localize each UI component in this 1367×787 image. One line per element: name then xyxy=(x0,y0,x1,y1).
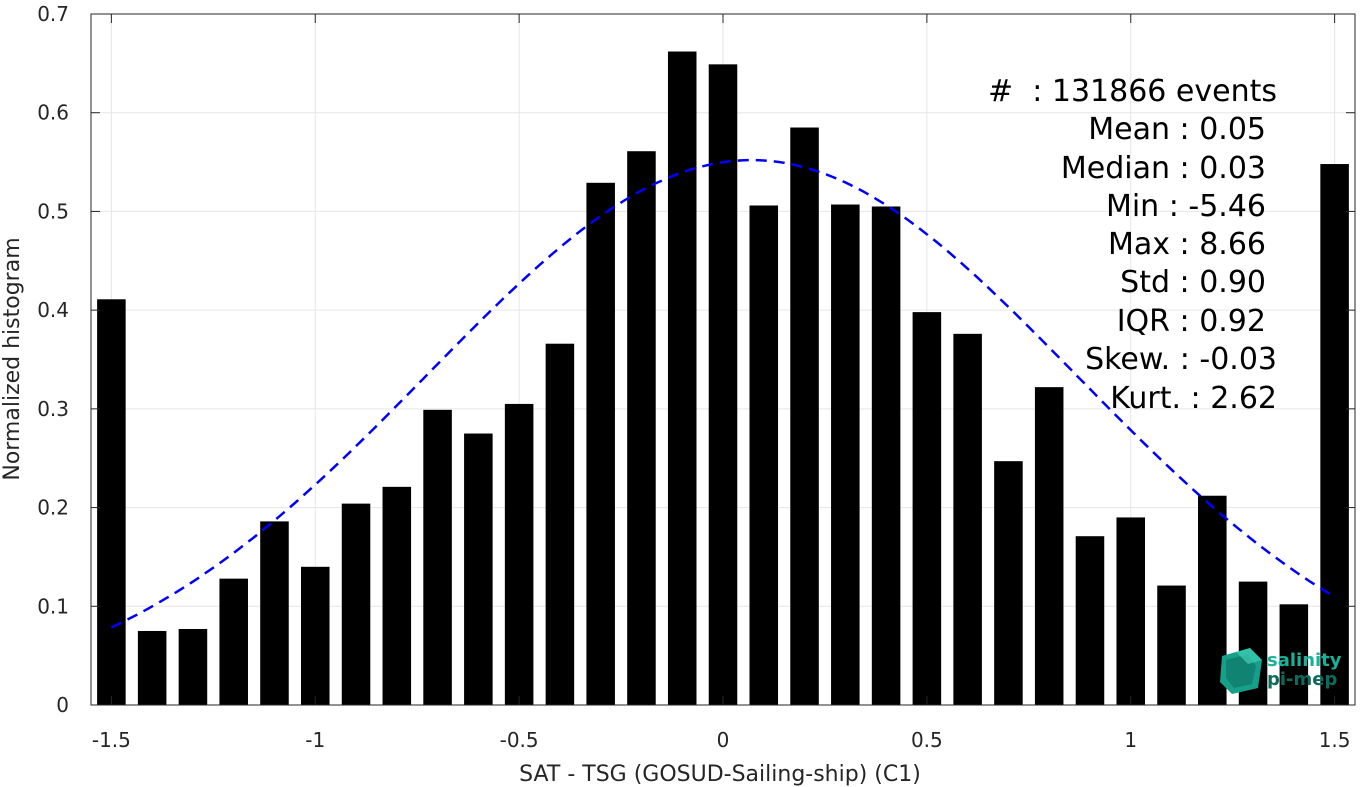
histogram-bar-14 xyxy=(667,51,697,706)
x-tick-label-1: -1 xyxy=(305,728,325,752)
y-tick-label-1: 0.1 xyxy=(37,594,69,618)
histogram-bar-13 xyxy=(627,151,656,705)
histogram-bar-1 xyxy=(137,630,167,705)
logo-line-pimep: pi-mep xyxy=(1267,669,1337,690)
y-tick-label-7: 0.7 xyxy=(37,2,69,26)
x-axis-label: SAT - TSG (GOSUD-Sailing-ship) (C1) xyxy=(519,762,921,787)
histogram-bar-24 xyxy=(1075,536,1105,705)
x-tick-label-0: -1.5 xyxy=(92,728,131,752)
x-tick-label-6: 1.5 xyxy=(1319,728,1351,752)
stat-skew: Skew. : -0.03 xyxy=(1085,342,1277,377)
histogram-bar-4 xyxy=(260,521,289,705)
histogram-bar-29 xyxy=(1279,604,1309,705)
y-tick-label-6: 0.6 xyxy=(37,101,69,125)
y-tick-label-4: 0.4 xyxy=(37,298,69,322)
x-tick-label-5: 1 xyxy=(1124,728,1137,752)
histogram-bar-17 xyxy=(790,127,819,706)
histogram-bar-8 xyxy=(423,409,452,705)
logo-line-salinity: salinity xyxy=(1267,650,1342,671)
y-tick-label-5: 0.5 xyxy=(37,199,69,223)
histogram-bar-20 xyxy=(912,312,942,705)
histogram-bar-10 xyxy=(504,403,534,705)
gaussian-fit-curve xyxy=(110,158,1336,629)
histogram-bars xyxy=(97,51,1349,706)
x-tick-label-3: 0 xyxy=(717,728,730,752)
histogram-bar-16 xyxy=(749,205,779,705)
histogram-bar-18 xyxy=(831,204,860,706)
stat-min: Min : -5.46 xyxy=(1106,189,1266,224)
x-tick-label-2: -0.5 xyxy=(500,728,539,752)
stat-mean: Mean : 0.05 xyxy=(1088,112,1266,147)
y-tick-label-0: 0 xyxy=(56,693,69,717)
histogram-bar-26 xyxy=(1157,585,1186,705)
histogram-bar-6 xyxy=(341,503,371,705)
stats-annotation: # : 131866 events Mean : 0.05 Median : 0… xyxy=(988,74,1277,416)
histogram-bar-3 xyxy=(219,578,248,705)
histogram-bar-23 xyxy=(1034,387,1064,705)
y-tick-label-3: 0.3 xyxy=(37,397,69,421)
histogram-bar-30 xyxy=(1320,164,1349,705)
x-tick-label-4: 0.5 xyxy=(911,728,943,752)
histogram-bar-12 xyxy=(586,182,615,706)
histogram-bar-25 xyxy=(1116,517,1146,705)
y-tick-labels: 0 0.1 0.2 0.3 0.4 0.5 0.6 0.7 xyxy=(37,2,69,717)
histogram-bar-15 xyxy=(708,64,738,705)
stat-median: Median : 0.03 xyxy=(1061,151,1266,186)
histogram-bar-2 xyxy=(178,628,208,705)
stat-std: Std : 0.90 xyxy=(1120,265,1266,300)
salinity-pi-mep-logo: salinity pi-mep xyxy=(1220,648,1342,694)
stat-iqr: IQR : 0.92 xyxy=(1117,304,1266,339)
histogram-bar-22 xyxy=(994,461,1023,705)
stat-kurt: Kurt. : 2.62 xyxy=(1110,381,1277,416)
x-tick-labels: -1.5 -1 -0.5 0 0.5 1 1.5 xyxy=(92,728,1351,752)
y-tick-label-2: 0.2 xyxy=(37,496,69,520)
axis-ticks xyxy=(91,13,1355,706)
histogram-bar-21 xyxy=(953,333,982,705)
histogram-bar-7 xyxy=(382,486,412,705)
histogram-bar-0 xyxy=(97,299,126,705)
stat-max: Max : 8.66 xyxy=(1108,227,1266,262)
histogram-bar-11 xyxy=(545,343,575,705)
stat-events: # : 131866 events xyxy=(988,74,1277,109)
histogram-bar-9 xyxy=(464,433,493,705)
histogram-bar-5 xyxy=(300,566,330,705)
y-axis-label: Normalized histogram xyxy=(0,237,25,480)
histogram-bar-19 xyxy=(871,206,901,705)
